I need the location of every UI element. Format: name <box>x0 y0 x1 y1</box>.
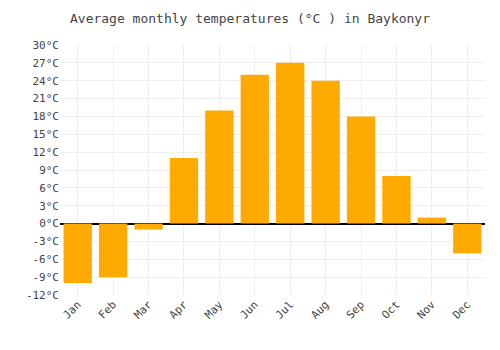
svg-text:6°C: 6°C <box>39 182 59 195</box>
svg-text:Jun: Jun <box>238 298 261 321</box>
svg-text:3°C: 3°C <box>39 200 59 213</box>
svg-text:Average monthly temperatures (: Average monthly temperatures (°C ) in Ba… <box>70 11 430 26</box>
svg-text:Sep: Sep <box>344 298 367 321</box>
svg-text:Oct: Oct <box>379 298 402 321</box>
svg-text:0°C: 0°C <box>39 217 59 230</box>
svg-text:18°C: 18°C <box>33 110 60 123</box>
svg-text:-9°C: -9°C <box>33 271 60 284</box>
svg-text:-6°C: -6°C <box>33 253 60 266</box>
svg-text:21°C: 21°C <box>33 92 60 105</box>
svg-text:9°C: 9°C <box>39 164 59 177</box>
svg-text:Dec: Dec <box>450 298 473 321</box>
svg-text:12°C: 12°C <box>33 146 60 159</box>
svg-text:Jan: Jan <box>60 298 83 321</box>
svg-text:Nov: Nov <box>415 298 439 322</box>
svg-text:27°C: 27°C <box>33 57 60 70</box>
svg-text:-3°C: -3°C <box>33 235 60 248</box>
svg-text:-12°C: -12°C <box>26 289 59 302</box>
svg-text:Mar: Mar <box>131 298 155 322</box>
svg-text:15°C: 15°C <box>33 128 60 141</box>
svg-text:Aug: Aug <box>308 298 331 321</box>
svg-text:Feb: Feb <box>96 298 119 321</box>
svg-text:24°C: 24°C <box>33 75 60 88</box>
svg-text:30°C: 30°C <box>33 39 60 52</box>
svg-text:Apr: Apr <box>167 298 191 322</box>
svg-text:Jul: Jul <box>273 298 296 321</box>
svg-text:May: May <box>202 298 226 322</box>
